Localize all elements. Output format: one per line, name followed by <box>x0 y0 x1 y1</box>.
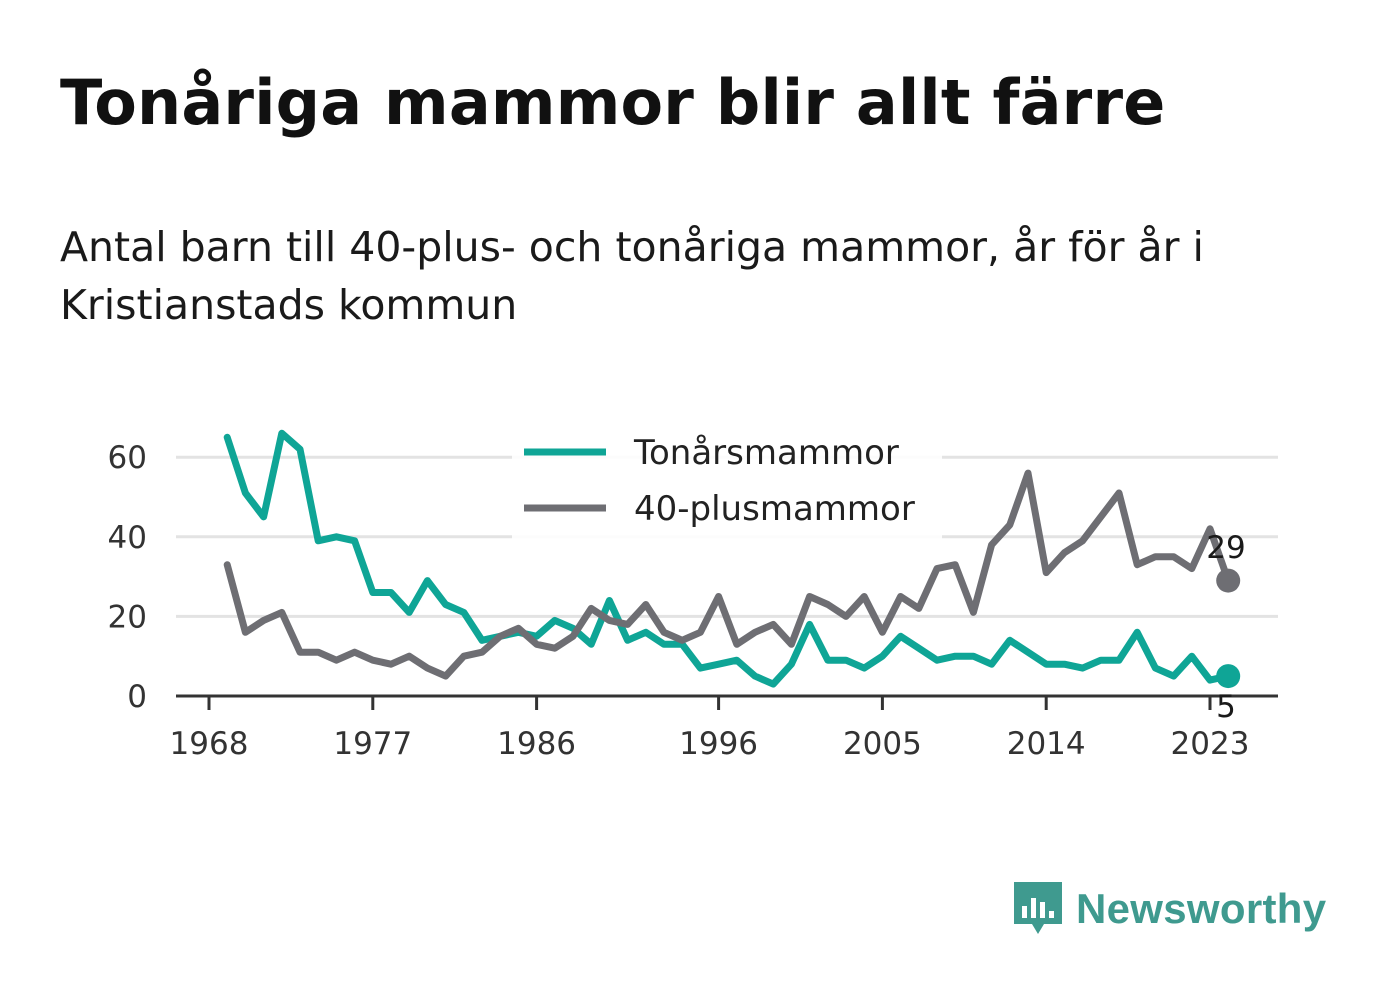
legend-label-40-plusmammor: 40-plusmammor <box>634 489 915 529</box>
brand-name: Newsworthy <box>1076 885 1327 932</box>
newsworthy-logo: Newsworthy <box>1010 878 1326 940</box>
x-tick-label-2023: 2023 <box>1171 726 1250 762</box>
end-point-40-plusmammor <box>1216 568 1241 593</box>
x-tick-label-2014: 2014 <box>1007 726 1086 762</box>
x-tick-label-1968: 1968 <box>170 726 249 762</box>
y-tick-label-0: 0 <box>127 679 147 715</box>
chart-subtitle: Antal barn till 40-plus- och tonåriga ma… <box>60 223 1204 329</box>
x-tick-label-1977: 1977 <box>333 726 412 762</box>
end-labels: 5 29 <box>1206 530 1245 725</box>
y-tick-label-60: 60 <box>108 440 147 476</box>
x-tick-label-1986: 1986 <box>497 726 576 762</box>
x-axis-ticks: 1968 1977 1986 1996 2005 2014 2023 <box>170 696 1250 762</box>
series <box>223 429 1241 689</box>
chart-title: Tonåriga mammor blir allt färre <box>60 66 1166 139</box>
legend-background <box>512 428 942 540</box>
series-line-tonarsmammor <box>223 429 1232 688</box>
y-tick-label-20: 20 <box>108 599 147 635</box>
end-label-tonarsmammor: 5 <box>1216 689 1236 725</box>
end-label-40-plusmammor: 29 <box>1206 530 1245 566</box>
series-line-40-plusmammor <box>223 469 1232 680</box>
y-axis-ticks: 0 20 40 60 <box>108 440 147 715</box>
x-tick-label-1996: 1996 <box>679 726 758 762</box>
y-tick-label-40: 40 <box>108 520 147 556</box>
legend-label-tonarsmammor: Tonårsmammor <box>633 433 899 473</box>
newsworthy-logo-icon <box>1014 882 1062 934</box>
x-tick-label-2005: 2005 <box>843 726 922 762</box>
legend: Tonårsmammor 40-plusmammor <box>512 428 942 540</box>
end-point-tonarsmammor <box>1216 664 1241 689</box>
